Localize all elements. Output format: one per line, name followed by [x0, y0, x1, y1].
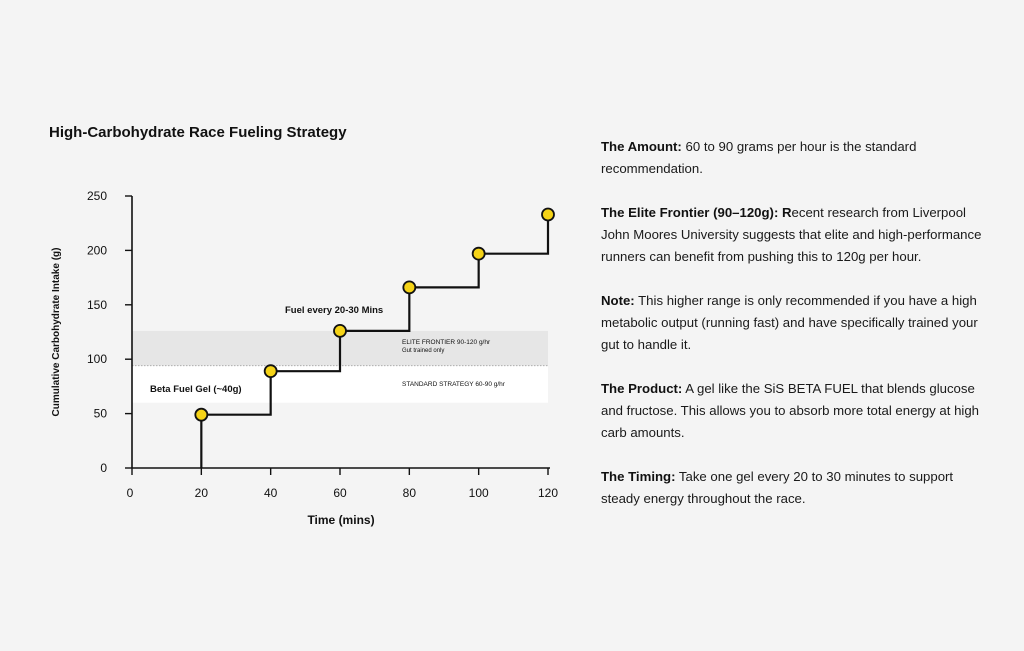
note-amount-text: 60 to 90 grams per hour is the standard … [601, 139, 917, 176]
note-elite-label: The Elite Frontier (90–120g): R [601, 205, 792, 220]
annotation-fuel-every: Fuel every 20-30 Mins [285, 305, 383, 316]
note-timing-text: Take one gel every 20 to 30 minutes to s… [601, 469, 954, 506]
x-tick-label: 60 [333, 486, 347, 500]
y-tick-label: 100 [87, 352, 107, 366]
y-tick-label: 200 [87, 243, 107, 257]
note-product-text: A gel like the SiS BETA FUEL that blends… [601, 381, 980, 440]
note-elite: The Elite Frontier (90–120g): Recent res… [601, 202, 986, 268]
data-point-marker [263, 364, 278, 379]
note-note-text: This higher range is only recommended if… [601, 293, 978, 352]
note-elite-text: ecent research from Liverpool John Moore… [601, 205, 982, 264]
y-tick-label: 250 [87, 189, 107, 203]
note-note-label: Note: [601, 293, 635, 308]
x-axis-label: Time (mins) [307, 513, 374, 527]
note-note: Note: This higher range is only recommen… [601, 290, 986, 356]
y-axis-label: Cumulative Carbohydrate Intake (g) [51, 248, 62, 417]
note-amount-label: The Amount: [601, 139, 682, 154]
x-tick-label: 120 [538, 486, 558, 500]
x-tick-label: 100 [469, 486, 489, 500]
notes-panel: The Amount: 60 to 90 grams per hour is t… [601, 136, 986, 532]
note-amount: The Amount: 60 to 90 grams per hour is t… [601, 136, 986, 180]
note-timing: The Timing: Take one gel every 20 to 30 … [601, 466, 986, 510]
fueling-chart: ELITE FRONTIER 90-120 g/hr Gut trained o… [51, 189, 558, 527]
y-tick-label: 50 [94, 407, 108, 421]
y-ticks: 0 50 100 150 200 250 [87, 189, 132, 475]
x-ticks: 0 20 40 60 80 100 120 [127, 468, 558, 500]
chart-title: High-Carbohydrate Race Fueling Strategy [49, 124, 347, 141]
y-tick-label: 150 [87, 298, 107, 312]
note-product: The Product: A gel like the SiS BETA FUE… [601, 378, 986, 444]
band-elite-label: ELITE FRONTIER 90-120 g/hr [402, 339, 491, 346]
x-tick-label: 20 [195, 486, 209, 500]
data-point-marker [471, 246, 486, 261]
band-standard-label: STANDARD STRATEGY 60-90 g/hr [402, 381, 506, 388]
x-tick-label: 40 [264, 486, 278, 500]
x-tick-label: 0 [127, 486, 134, 500]
note-timing-label: The Timing: [601, 469, 676, 484]
data-point-marker [541, 207, 555, 222]
band-elite-sublabel: Gut trained only [402, 348, 444, 354]
note-product-label: The Product: [601, 381, 683, 396]
data-point-marker [194, 407, 209, 422]
data-point-marker [333, 324, 347, 338]
y-tick-label: 0 [100, 461, 107, 475]
annotation-beta-fuel-gel: Beta Fuel Gel (~40g) [150, 384, 242, 395]
series-step-line [200, 214, 550, 468]
series-markers [194, 207, 555, 422]
data-point-marker [402, 280, 417, 295]
x-tick-label: 80 [403, 486, 417, 500]
